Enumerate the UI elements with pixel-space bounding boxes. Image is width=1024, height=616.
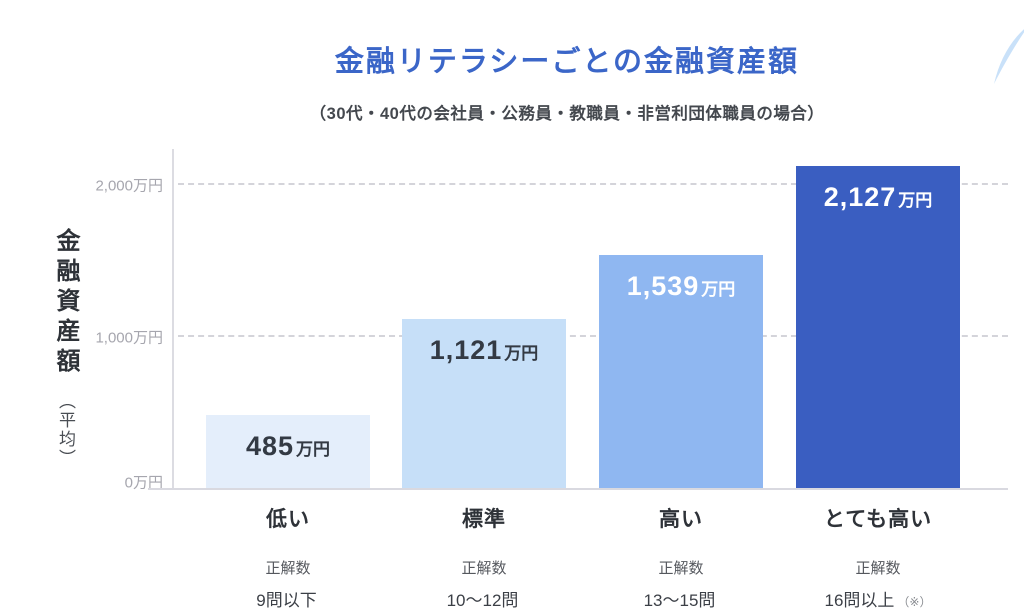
x-label-very-high-note: （※） bbox=[897, 595, 932, 609]
y-axis-line bbox=[172, 149, 174, 489]
x-label-very-high-range-text: 16問以上 bbox=[824, 591, 895, 610]
gridline-2000 bbox=[178, 183, 1008, 185]
x-label-standard-name: 標準 bbox=[462, 508, 506, 531]
x-label-high-caption: 正解数 bbox=[658, 560, 704, 577]
chart-subtitle: （30代・40代の会社員・公務員・教職員・非営利団体職員の場合） bbox=[309, 105, 825, 123]
y-axis-title: 金融資産額 （平均） bbox=[48, 228, 83, 468]
bar-low-value: 485 万円 bbox=[206, 415, 370, 462]
bar-very-high-number: 2,127 bbox=[823, 182, 897, 212]
x-label-very-high-range: 16問以上 （※） bbox=[796, 586, 960, 611]
x-label-standard-caption: 正解数 bbox=[461, 560, 507, 577]
y-tick-0: 0万円 bbox=[124, 474, 163, 492]
bar-high-unit: 万円 bbox=[701, 280, 736, 299]
bar-high-value: 1,539 万円 bbox=[599, 255, 763, 302]
bar-high: 1,539 万円 bbox=[599, 255, 763, 489]
x-label-low: 低い 正解数 9問以下 bbox=[206, 503, 370, 611]
x-label-standard-range-text: 10〜12問 bbox=[446, 591, 519, 610]
y-tick-2000: 2,000万円 bbox=[95, 177, 163, 195]
x-label-high-range-text: 13〜15問 bbox=[643, 591, 716, 610]
x-label-high: 高い 正解数 13〜15問 bbox=[599, 503, 763, 611]
plot-area: 485 万円 1,121 万円 1,539 万円 2,127 万円 bbox=[172, 149, 1008, 489]
y-tick-1000: 1,000万円 bbox=[95, 329, 163, 347]
x-label-standard: 標準 正解数 10〜12問 bbox=[402, 503, 566, 611]
x-label-low-range: 9問以下 bbox=[206, 586, 370, 611]
decorative-swoosh-icon bbox=[994, 29, 1024, 84]
x-label-very-high-name: とても高い bbox=[823, 508, 933, 531]
x-label-high-name: 高い bbox=[659, 508, 703, 531]
bar-standard-unit: 万円 bbox=[504, 344, 539, 363]
x-axis-baseline bbox=[148, 488, 1008, 490]
bar-low-unit: 万円 bbox=[296, 440, 331, 459]
x-label-very-high-caption: 正解数 bbox=[855, 560, 901, 577]
x-label-high-range: 13〜15問 bbox=[599, 586, 763, 611]
bar-low: 485 万円 bbox=[206, 415, 370, 489]
bar-standard: 1,121 万円 bbox=[402, 319, 566, 489]
gridline-1000 bbox=[178, 335, 1008, 337]
bar-standard-number: 1,121 bbox=[429, 335, 503, 365]
x-label-low-name: 低い bbox=[266, 508, 310, 531]
bar-very-high: 2,127 万円 bbox=[796, 166, 960, 489]
bar-very-high-value: 2,127 万円 bbox=[796, 166, 960, 213]
bar-high-number: 1,539 bbox=[626, 271, 700, 301]
chart-header: 金融リテラシーごとの金融資産額 （30代・40代の会社員・公務員・教職員・非営利… bbox=[110, 0, 1024, 124]
y-axis-title-main: 金融資産額 bbox=[52, 228, 79, 378]
x-label-low-range-text: 9問以下 bbox=[256, 591, 317, 610]
bar-standard-value: 1,121 万円 bbox=[402, 319, 566, 366]
bar-very-high-unit: 万円 bbox=[898, 191, 933, 210]
y-axis-title-sub: （平均） bbox=[56, 392, 75, 469]
x-label-very-high: とても高い 正解数 16問以上 （※） bbox=[796, 503, 960, 611]
chart-title: 金融リテラシーごとの金融資産額 bbox=[334, 46, 800, 78]
x-label-standard-range: 10〜12問 bbox=[402, 586, 566, 611]
x-label-low-caption: 正解数 bbox=[265, 560, 311, 577]
bar-low-number: 485 bbox=[245, 431, 295, 461]
